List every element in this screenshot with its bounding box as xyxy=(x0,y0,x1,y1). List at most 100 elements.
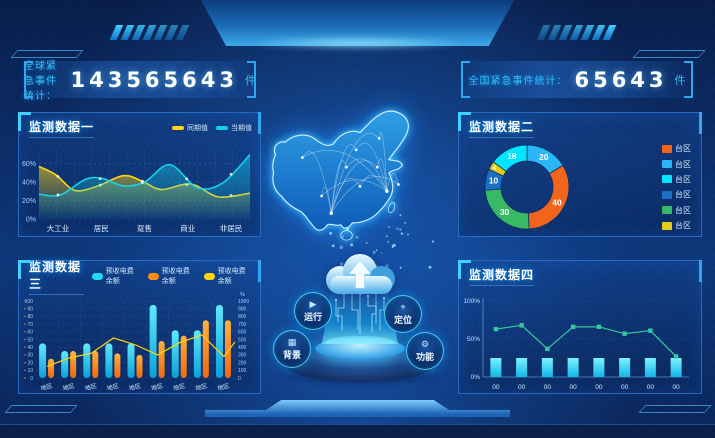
stat-unit: 件 xyxy=(674,74,686,87)
svg-text:非居民: 非居民 xyxy=(220,223,243,233)
bottom-strip xyxy=(0,424,715,438)
legend-swatch xyxy=(662,206,672,215)
svg-text:10: 10 xyxy=(489,175,499,185)
svg-text:4: 4 xyxy=(493,166,497,172)
svg-text:200: 200 xyxy=(238,360,247,366)
svg-text:00: 00 xyxy=(621,384,629,391)
footer-bar xyxy=(205,400,510,417)
background-label: 背景 xyxy=(282,349,301,360)
panel-title: 监测数据三 xyxy=(29,258,85,295)
line-chart: 0% 50% 100% 00 00 00 00 00 00 00 00 xyxy=(463,298,689,391)
legend-item[interactable]: 预收电费余额 xyxy=(92,266,140,286)
svg-text:地区: 地区 xyxy=(150,382,164,393)
legend-swatch xyxy=(662,144,672,153)
svg-text:60: 60 xyxy=(27,330,33,336)
svg-text:900: 900 xyxy=(238,307,247,313)
legend-swatch xyxy=(662,160,672,169)
svg-text:20: 20 xyxy=(27,360,33,366)
legend-item[interactable]: 台区 xyxy=(662,159,691,170)
feature-button[interactable]: ⚙ 功能 xyxy=(406,332,444,370)
svg-text:地区: 地区 xyxy=(40,382,54,393)
national-events-stat: 全国紧急事件统计： 65643 件 xyxy=(461,61,693,98)
bracket-left xyxy=(461,61,470,98)
header-stripes-left xyxy=(109,25,190,40)
legend-item[interactable]: 预收电费余额 xyxy=(204,266,252,286)
legend-item[interactable]: 当期值 xyxy=(216,123,252,133)
locate-label: 定位 xyxy=(393,314,412,325)
legend-swatch xyxy=(148,272,159,280)
svg-text:趸售: 趸售 xyxy=(137,223,152,233)
footer-deco-right xyxy=(638,405,712,413)
gear-icon: ⚙ xyxy=(420,338,430,349)
svg-text:500: 500 xyxy=(238,337,247,343)
svg-text:20: 20 xyxy=(539,152,549,162)
run-label: 运行 xyxy=(303,311,322,322)
legend-label: 当期值 xyxy=(231,125,252,132)
svg-text:0: 0 xyxy=(238,376,241,382)
panel-title: 监测数据二 xyxy=(469,118,535,138)
svg-text:00: 00 xyxy=(647,384,655,391)
svg-text:商业: 商业 xyxy=(180,223,195,233)
svg-text:90: 90 xyxy=(27,307,33,313)
svg-text:800: 800 xyxy=(238,314,247,320)
svg-text:0%: 0% xyxy=(26,217,36,224)
legend-swatch xyxy=(662,175,672,184)
svg-text:30: 30 xyxy=(500,207,510,217)
donut-chart: 20 40 30 10 4 18 xyxy=(484,144,570,230)
legend-label: 预收电费余额 xyxy=(217,268,246,285)
svg-text:地区: 地区 xyxy=(195,382,209,393)
svg-text:50: 50 xyxy=(27,337,33,343)
panel-monitor-3: 监测数据三 预收电费余额 预收电费余额 预收电费余额 0 10 20 30 40 50 60 70… xyxy=(18,260,261,394)
locate-button[interactable]: ⌖ 定位 xyxy=(384,295,422,333)
circuit-lines xyxy=(326,292,394,344)
panel-monitor-4: 监测数据四 0% 50% 100% 00 00 00 00 00 00 00 00 xyxy=(458,260,702,394)
legend-label: 同期值 xyxy=(187,125,208,132)
svg-text:100%: 100% xyxy=(463,298,480,305)
svg-text:70: 70 xyxy=(27,322,33,328)
footer-deco-left xyxy=(4,405,78,413)
svg-text:大工业: 大工业 xyxy=(47,223,70,233)
legend-item[interactable]: 台区 xyxy=(662,189,691,200)
svg-text:0%: 0% xyxy=(471,374,481,381)
legend-item[interactable]: 预收电费余额 xyxy=(148,266,196,286)
legend-item[interactable]: 台区 xyxy=(662,220,691,231)
svg-text:1000: 1000 xyxy=(238,299,249,305)
legend-item[interactable]: 台区 xyxy=(662,205,691,216)
area-chart: 0% 20% 40% 60% 大工业 居民 趸售 商业 非居民 xyxy=(22,149,251,233)
run-button[interactable]: ▶ 运行 xyxy=(294,292,332,330)
bracket-right xyxy=(247,61,256,98)
svg-text:600: 600 xyxy=(238,330,247,336)
header-banner-glow xyxy=(245,36,470,50)
svg-text:18: 18 xyxy=(507,151,517,161)
legend-label: 台区 xyxy=(675,159,691,169)
legend-label: 台区 xyxy=(675,144,691,154)
cloud-upload-icon xyxy=(326,254,395,294)
stat-label: 全国紧急事件统计： xyxy=(468,76,568,87)
run-icon: ▶ xyxy=(309,298,317,309)
legend-item[interactable]: 同期值 xyxy=(172,123,208,133)
legend-item[interactable]: 台区 xyxy=(662,174,691,185)
svg-text:400: 400 xyxy=(238,345,247,351)
svg-text:100: 100 xyxy=(25,299,34,305)
legend-label: 台区 xyxy=(675,174,691,184)
legend-label: 台区 xyxy=(675,205,691,215)
svg-text:00: 00 xyxy=(492,384,500,391)
panel-monitor-2: 监测数据二 20 40 30 10 4 18 台区 台区 台区 台区 台区 台区 xyxy=(458,112,702,237)
svg-text:40: 40 xyxy=(27,345,33,351)
legend-label: 台区 xyxy=(675,190,691,200)
svg-text:700: 700 xyxy=(238,322,247,328)
legend-item[interactable]: 台区 xyxy=(662,143,691,154)
svg-text:居民: 居民 xyxy=(94,224,109,233)
background-button[interactable]: ▦ 背景 xyxy=(273,330,311,368)
stat-value: 65643 xyxy=(574,67,668,92)
legend-swatch xyxy=(204,272,215,280)
locate-icon: ⌖ xyxy=(400,301,406,312)
svg-text:00: 00 xyxy=(544,384,552,391)
svg-text:20%: 20% xyxy=(22,198,36,205)
svg-text:300: 300 xyxy=(238,353,247,359)
legend: 预收电费余额 预收电费余额 预收电费余额 xyxy=(84,266,252,286)
header-stripes-right xyxy=(536,25,617,40)
svg-text:80: 80 xyxy=(27,314,33,320)
legend-swatch xyxy=(216,126,228,130)
